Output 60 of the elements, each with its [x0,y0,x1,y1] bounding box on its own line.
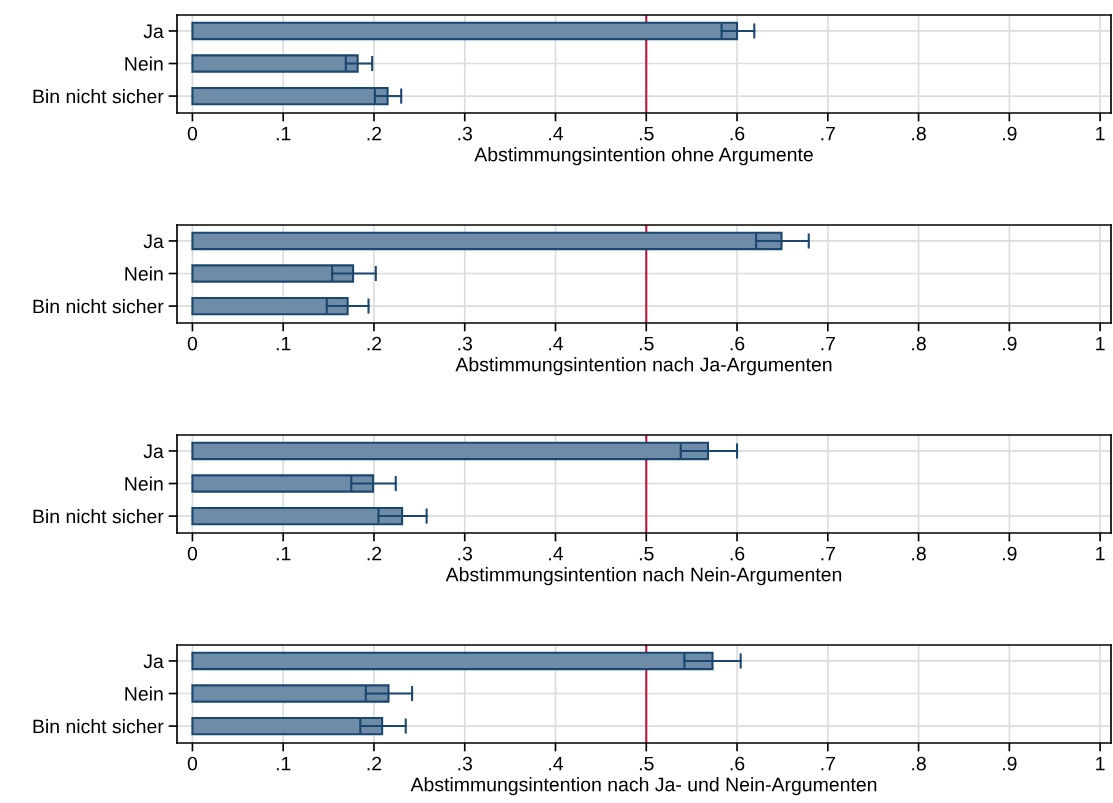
x-tick-label: .8 [912,336,926,351]
x-tick-label: .6 [730,336,745,351]
y-tick-label: Bin nicht sicher [33,299,164,314]
y-tick-label: Nein [125,686,163,701]
y-tick-label: Nein [125,476,163,491]
x-tick-label: .2 [367,756,382,771]
x-tick-label: .5 [639,546,654,561]
x-tick-label: 0 [187,546,198,561]
x-axis-title: Abstimmungsintention nach Nein-Argumenten [445,567,842,586]
x-tick-label: .4 [549,126,564,141]
x-tick-label: .6 [730,126,745,141]
x-tick-label: 0 [187,336,198,351]
x-tick-label: 1 [1096,126,1105,141]
x-tick-label: .4 [549,336,564,351]
y-tick-label: Nein [125,56,163,71]
x-tick-label: .8 [912,126,926,141]
x-tick-label: .6 [730,756,745,771]
y-tick-label: Ja [143,234,164,249]
x-tick-label: .1 [276,546,291,561]
x-tick-label: 0 [187,756,198,771]
x-tick-label: .5 [639,126,654,141]
y-tick-label: Ja [143,654,164,669]
x-tick-label: .3 [458,756,472,771]
x-tick-label: .9 [1003,126,1017,141]
x-tick-label: .8 [912,756,926,771]
y-tick-label: Bin nicht sicher [33,719,164,734]
x-tick-label: .2 [367,126,382,141]
x-tick-label: .4 [549,546,564,561]
x-axis-title: Abstimmungsintention ohne Argumente [474,147,813,166]
x-tick-label: .3 [458,126,472,141]
y-tick-label: Ja [143,444,164,459]
x-tick-label: 1 [1096,546,1105,561]
x-tick-label: .8 [912,546,926,561]
x-tick-label: .9 [1003,756,1017,771]
x-tick-label: .1 [276,336,291,351]
x-tick-label: .7 [821,756,835,771]
x-tick-label: .6 [730,546,745,561]
x-tick-label: .9 [1003,546,1017,561]
x-tick-label: .7 [821,126,835,141]
x-tick-label: .5 [639,336,654,351]
x-tick-label: 1 [1096,336,1105,351]
y-tick-label: Bin nicht sicher [33,89,164,104]
x-axis-title: Abstimmungsintention nach Ja- und Nein-Argumenten [410,777,877,796]
x-tick-label: 1 [1096,756,1105,771]
x-tick-label: .5 [639,756,654,771]
x-tick-label: .4 [549,756,564,771]
x-tick-label: .3 [458,546,472,561]
x-tick-label: .9 [1003,336,1017,351]
x-tick-label: .1 [276,126,291,141]
x-tick-label: .2 [367,546,382,561]
x-tick-label: .7 [821,546,835,561]
x-tick-label: .7 [821,336,835,351]
x-tick-label: .2 [367,336,382,351]
y-tick-label: Ja [143,24,164,39]
x-tick-label: 0 [187,126,198,141]
x-tick-label: .1 [276,756,291,771]
x-axis-title: Abstimmungsintention nach Ja-Argumenten [455,357,832,376]
x-tick-label: .3 [458,336,472,351]
y-tick-label: Nein [125,266,163,281]
y-tick-label: Bin nicht sicher [33,509,164,524]
